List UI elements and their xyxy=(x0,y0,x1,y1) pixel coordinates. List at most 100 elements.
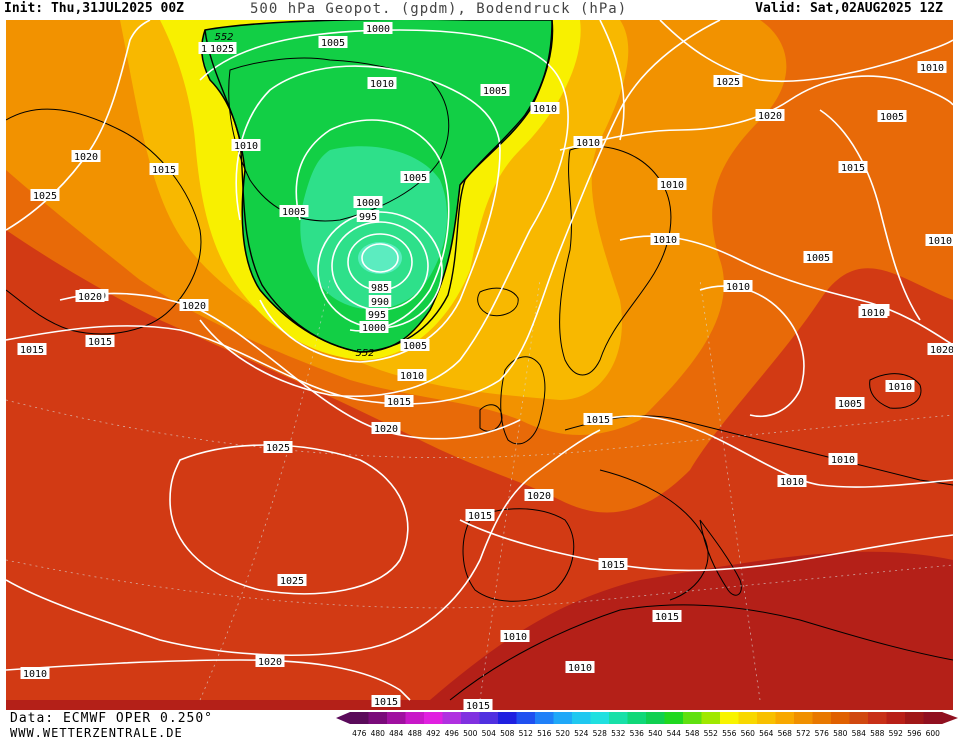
isobar-label: 1025 xyxy=(30,189,60,202)
low-center xyxy=(358,242,402,274)
svg-text:1010: 1010 xyxy=(576,138,600,149)
scale-cell xyxy=(368,712,388,724)
isobar-label: 1010 xyxy=(777,475,807,488)
scale-cell xyxy=(683,712,702,724)
svg-text:1005: 1005 xyxy=(321,38,345,49)
isobar-label: 1005 xyxy=(400,171,430,184)
svg-text:1020: 1020 xyxy=(758,111,782,122)
scale-tick-label: 536 xyxy=(630,729,645,738)
scale-cell xyxy=(627,712,647,724)
scale-cell xyxy=(775,712,795,724)
isobar-label: 1005 xyxy=(400,339,430,352)
svg-text:1020: 1020 xyxy=(74,152,98,163)
isobar-label: 1025 xyxy=(263,441,293,454)
color-scale: 476 480 484 488 492 496 500 504 508 512 516 520 524 5… xyxy=(336,712,958,738)
svg-text:1000: 1000 xyxy=(366,24,390,35)
svg-text:1010: 1010 xyxy=(23,669,47,680)
isobar-label: 1010 xyxy=(657,178,687,191)
svg-text:1015: 1015 xyxy=(20,345,44,356)
svg-text:1010: 1010 xyxy=(400,371,424,382)
isobar-label: 1015 xyxy=(17,343,47,356)
scale-arrow-right xyxy=(942,712,958,724)
svg-text:1005: 1005 xyxy=(282,207,306,218)
scale-tick-label: 492 xyxy=(426,729,441,738)
scale-tick-label: 568 xyxy=(778,729,793,738)
isobar-label: 1020 xyxy=(71,150,101,163)
scale-cell xyxy=(479,712,499,724)
isobar-label: 1020 xyxy=(371,422,401,435)
scale-cell xyxy=(720,712,739,724)
isobar-label: 1015 xyxy=(463,699,493,710)
geopot-line xyxy=(204,20,553,353)
scale-tick-label: 584 xyxy=(852,729,867,738)
scale-cell xyxy=(794,712,813,724)
isobar-label: 1010 xyxy=(650,233,680,246)
svg-text:1010: 1010 xyxy=(568,663,592,674)
scale-tick-label: 520 xyxy=(556,729,571,738)
isobar-label: 1010 xyxy=(367,77,397,90)
website-label: WWW.WETTERZENTRALE.DE xyxy=(10,726,183,740)
svg-text:1010: 1010 xyxy=(920,63,944,74)
scale-cell xyxy=(350,712,369,724)
scale-cell xyxy=(701,712,721,724)
scale-tick-label: 600 xyxy=(926,729,941,738)
scale-cell xyxy=(757,712,776,724)
isobar-label: 1010 xyxy=(925,234,953,247)
svg-text:1005: 1005 xyxy=(403,341,427,352)
svg-text:1010: 1010 xyxy=(660,180,684,191)
scale-tick-label: 548 xyxy=(685,729,700,738)
isobar-label: 1005 xyxy=(877,110,907,123)
chart-header: Init: Thu,31JUL2025 00Z 500 hPa Geopot. … xyxy=(0,0,959,20)
isobar-label: 1010 xyxy=(723,280,753,293)
scale-tick-label: 484 xyxy=(389,729,404,738)
graticule xyxy=(6,279,953,701)
scale-tick-label: 544 xyxy=(667,729,682,738)
isobar-label: 1010 xyxy=(500,630,530,643)
svg-text:995: 995 xyxy=(359,212,377,223)
scale-tick-label: 524 xyxy=(574,729,589,738)
isobar-label: 1015 xyxy=(149,163,179,176)
svg-text:1020: 1020 xyxy=(258,657,282,668)
scale-tick-label: 576 xyxy=(815,729,830,738)
isobar-label: 1015 xyxy=(384,395,414,408)
isobar-label: 1020 xyxy=(524,489,554,502)
isobar-label: 1010 xyxy=(231,139,261,152)
svg-text:1010: 1010 xyxy=(370,79,394,90)
isobar-label: 1015 xyxy=(583,413,613,426)
svg-text:1005: 1005 xyxy=(403,173,427,184)
scale-tick-label: 504 xyxy=(482,729,497,738)
scale-tick-label: 476 xyxy=(352,729,367,738)
isobar-label: 1015 xyxy=(838,161,868,174)
isobar-label: 1020 xyxy=(255,655,285,668)
isobar-label: 1020 xyxy=(927,343,953,356)
forecast-map: 1000 1005 1010 1010 1005 1010 1010 1005 1005 1000… xyxy=(6,20,953,710)
isobar-label: 1000 xyxy=(353,196,383,209)
isobar-label: 1020 xyxy=(75,290,105,303)
svg-text:1015: 1015 xyxy=(387,397,411,408)
svg-text:1015: 1015 xyxy=(152,165,176,176)
svg-text:1010: 1010 xyxy=(234,141,258,152)
svg-text:1010: 1010 xyxy=(928,236,952,247)
svg-text:1010: 1010 xyxy=(780,477,804,488)
scale-arrow-left xyxy=(336,712,350,724)
svg-text:1025: 1025 xyxy=(33,191,57,202)
isobar-label: 1010 xyxy=(397,369,427,382)
isobar-label: 1005 xyxy=(279,205,309,218)
geopot-contour-label: 552 xyxy=(214,32,233,43)
svg-text:1010: 1010 xyxy=(861,308,885,319)
isobar-label: 985 xyxy=(368,281,392,294)
scale-tick-label: 528 xyxy=(593,729,608,738)
scale-tick-label: 512 xyxy=(519,729,534,738)
scale-cell xyxy=(609,712,628,724)
svg-text:1010: 1010 xyxy=(831,455,855,466)
scale-cell xyxy=(590,712,610,724)
scale-tick-label: 500 xyxy=(463,729,478,738)
scale-cell xyxy=(516,712,536,724)
svg-text:1025: 1025 xyxy=(266,443,290,454)
scale-tick-label: 560 xyxy=(741,729,756,738)
svg-text:1020: 1020 xyxy=(182,301,206,312)
scale-tick-label: 556 xyxy=(722,729,737,738)
scale-cell xyxy=(387,712,406,724)
scale-cell xyxy=(424,712,443,724)
chart-title: 500 hPa Geopot. (gpdm), Bodendruck (hPa) xyxy=(250,1,628,17)
